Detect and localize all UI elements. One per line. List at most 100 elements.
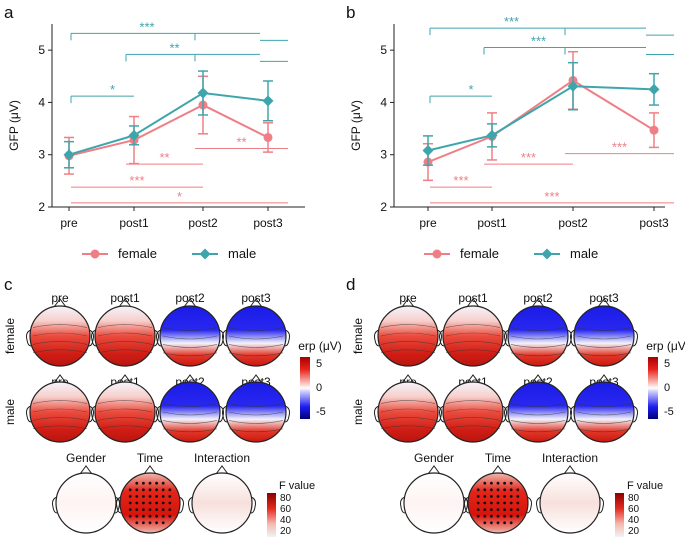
topomap-head xyxy=(94,305,156,367)
fvalue-colorbar-title: F value xyxy=(279,480,315,492)
contour-line xyxy=(97,349,153,354)
electrode-dot xyxy=(476,508,480,511)
contour-line xyxy=(162,403,218,407)
head-ear-right xyxy=(250,496,256,514)
electrode-dot xyxy=(128,501,132,505)
electrode-dot xyxy=(483,495,487,498)
contour-line xyxy=(32,400,88,404)
contour-line xyxy=(228,411,284,416)
topomap-row-label: male xyxy=(3,399,17,425)
electrode-dot xyxy=(483,521,487,525)
topomap-time-label: post3 xyxy=(241,291,271,305)
contour-line xyxy=(445,332,501,337)
contour-line xyxy=(576,411,632,416)
sig-label: *** xyxy=(504,14,519,29)
topomap-time-label: post1 xyxy=(458,291,488,305)
head-ear-right xyxy=(501,405,507,423)
topomap-time-label: pre xyxy=(399,291,417,305)
topomap-head xyxy=(29,305,91,367)
topomap-head xyxy=(55,472,117,534)
contour-line xyxy=(97,425,153,430)
contour-line xyxy=(97,332,153,337)
topomap-head xyxy=(225,381,287,443)
electrode-dot xyxy=(155,488,159,492)
series-line-male xyxy=(68,91,269,156)
electrode-dot xyxy=(496,514,500,518)
electrode-dot xyxy=(142,481,145,485)
x-tick-label: post2 xyxy=(558,216,588,230)
x-tick-label: post2 xyxy=(188,216,218,230)
head-ear-left xyxy=(222,329,228,347)
head-nose xyxy=(143,465,157,475)
colorbar-tick-label: 5 xyxy=(316,358,322,370)
sig-label: ** xyxy=(169,40,179,55)
electrode-dot xyxy=(483,508,487,511)
head-ear-right xyxy=(88,405,94,423)
y-tick-label: 2 xyxy=(38,200,45,214)
electrode-dot xyxy=(503,488,506,492)
electrode-dot xyxy=(161,481,165,485)
data-point-male xyxy=(197,87,209,99)
contour-line xyxy=(228,403,284,407)
electrode-dot xyxy=(155,495,159,498)
head-nose xyxy=(215,465,229,475)
topomap-time-label: post1 xyxy=(110,291,140,305)
contour-line xyxy=(97,417,153,421)
electrode-dot xyxy=(496,508,500,511)
head-ear-left xyxy=(504,329,510,347)
electrode-dot xyxy=(168,508,172,511)
topo-panel-c: preprepost1post1post2post2post3post3fema… xyxy=(3,291,342,537)
electrode-dot xyxy=(509,501,513,505)
contour-line xyxy=(32,324,88,328)
data-point-male xyxy=(567,80,579,92)
legend-marker-male xyxy=(199,248,211,260)
head-ear-right xyxy=(436,405,442,423)
electrode-dot xyxy=(161,508,165,511)
contour-line xyxy=(97,324,153,328)
contour-line xyxy=(97,341,153,345)
contour-line xyxy=(445,425,501,430)
contour-line xyxy=(510,428,566,433)
electrode-dot xyxy=(483,501,487,505)
electrode-dot xyxy=(135,508,139,511)
head-ear-left xyxy=(156,329,162,347)
head-ear-right xyxy=(501,329,507,347)
electrode-dot xyxy=(135,501,139,505)
contour-line xyxy=(32,425,88,430)
electrode-dot xyxy=(135,481,139,485)
head-ear-right xyxy=(598,496,604,514)
colorbar-tick-label: -5 xyxy=(664,406,674,418)
electrode-dot xyxy=(509,481,513,485)
electrode-dot xyxy=(128,495,132,498)
contour-line xyxy=(380,349,436,354)
contour-line xyxy=(97,408,153,413)
electrode-dot xyxy=(503,521,506,525)
electrode-dot xyxy=(161,521,165,525)
contour-line xyxy=(32,349,88,354)
electrode-dot xyxy=(168,495,172,498)
head-ear-left xyxy=(91,405,97,423)
topomap-row-label: male xyxy=(351,399,365,425)
legend-label-female: female xyxy=(118,246,157,261)
electrode-dot xyxy=(503,481,506,485)
electrode-dot xyxy=(496,481,500,485)
panel-letter-d: d xyxy=(346,275,355,294)
head-nose xyxy=(249,374,263,384)
head-nose xyxy=(249,298,263,308)
head-ear-left xyxy=(91,329,97,347)
electrode-dot xyxy=(135,514,139,518)
electrode-dot xyxy=(496,521,500,525)
electrode-dot xyxy=(148,508,152,511)
contour-line xyxy=(445,341,501,345)
data-point-male xyxy=(128,129,140,141)
electrode-dot xyxy=(490,521,493,525)
colorbar-erp xyxy=(648,357,658,419)
electrode-dot xyxy=(496,501,500,505)
colorbar-title: erp (μV) xyxy=(646,339,685,353)
topomap-head xyxy=(442,305,504,367)
legend-marker-male xyxy=(541,248,553,260)
electrode-dot xyxy=(148,488,152,492)
